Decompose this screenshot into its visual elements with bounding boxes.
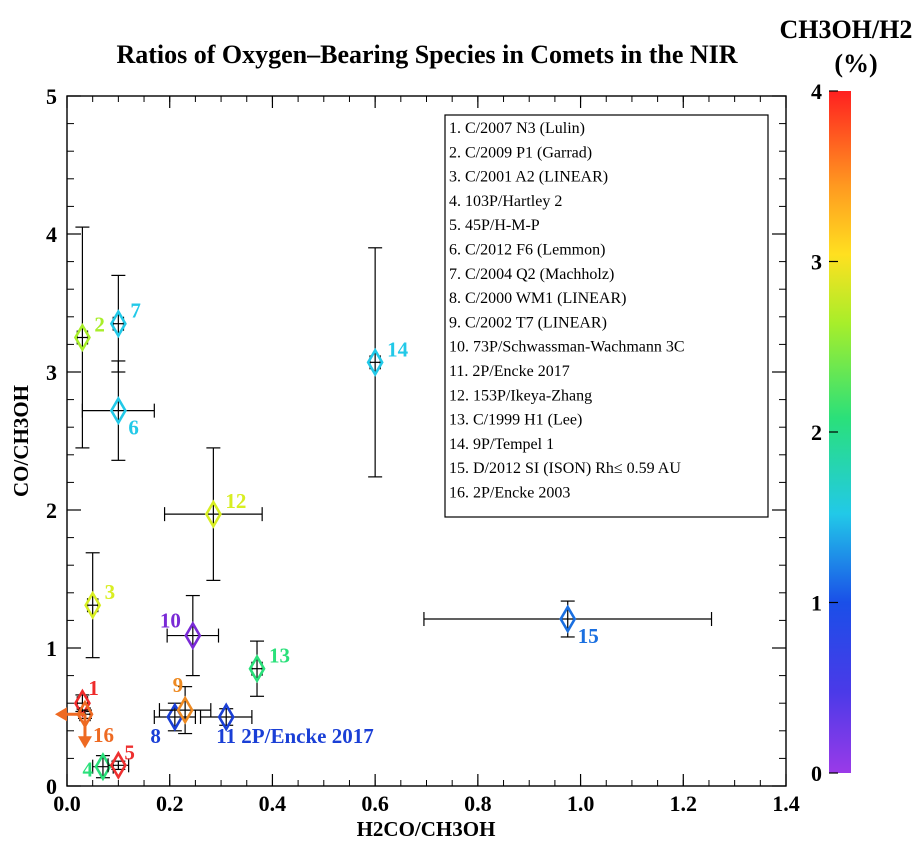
legend-entry: 8. C/2000 WM1 (LINEAR) <box>449 290 626 307</box>
point-label-5: 5 <box>124 740 135 764</box>
data-point-16: 16 <box>54 699 114 749</box>
data-point-11: 11 2P/Encke 2017 <box>199 702 374 748</box>
point-label-12: 12 <box>225 489 246 513</box>
point-label-4: 4 <box>82 758 93 782</box>
data-point-6: 6 <box>81 360 155 461</box>
colorbar-tick-label: 4 <box>811 79 822 104</box>
legend-entry: 4. 103P/Hartley 2 <box>449 193 562 210</box>
data-point-12: 12 <box>163 447 263 581</box>
legend-entry: 13. C/1999 H1 (Lee) <box>449 412 582 429</box>
point-label-10: 10 <box>160 609 181 633</box>
chart-title: Ratios of Oxygen–Bearing Species in Come… <box>116 40 737 69</box>
legend-entry: 1. C/2007 N3 (Lulin) <box>449 120 585 137</box>
x-tick-label: 0.2 <box>156 791 184 816</box>
diamond-marker <box>76 699 94 729</box>
point-label-16: 16 <box>93 723 114 747</box>
x-tick-label: 1.2 <box>670 791 698 816</box>
diamond-marker <box>176 695 194 725</box>
legend-entry: 9. C/2002 T7 (LINEAR) <box>449 314 607 331</box>
legend: 1. C/2007 N3 (Lulin) 2. C/2009 P1 (Garrad… <box>449 120 685 502</box>
data-point-13: 13 <box>248 640 290 697</box>
y-tick-label: 1 <box>46 636 57 661</box>
y-tick-label: 3 <box>46 360 57 385</box>
upper-limit-arrowhead <box>77 736 92 749</box>
point-label-13: 13 <box>269 644 290 668</box>
x-tick-label: 0.8 <box>464 791 492 816</box>
y-tick-label: 2 <box>46 498 57 523</box>
legend-box <box>444 114 769 518</box>
legend-entry: 3. C/2001 A2 (LINEAR) <box>449 169 608 186</box>
point-label-8: 8 <box>150 724 161 748</box>
data-point-9: 9 <box>158 673 212 735</box>
x-tick-label: 0.0 <box>53 791 81 816</box>
colorbar-tick-label: 2 <box>811 420 822 445</box>
diamond-marker <box>366 347 384 377</box>
point-label-11: 11 2P/Encke 2017 <box>216 724 374 748</box>
point-label-6: 6 <box>128 416 139 440</box>
legend-entry: 10. 73P/Schwassman-Wachmann 3C <box>449 339 685 356</box>
point-label-1: 1 <box>88 676 99 700</box>
data-point-7: 7 <box>109 274 141 373</box>
data-point-10: 10 <box>160 594 220 677</box>
legend-entry: 16. 2P/Encke 2003 <box>449 485 570 502</box>
diamond-marker <box>248 654 266 684</box>
colorbar-ticks: 0 1 2 3 4 <box>811 79 838 786</box>
y-axis-label: CO/CH3OH <box>9 385 33 497</box>
point-label-2: 2 <box>94 313 105 337</box>
diamond-marker <box>109 396 127 426</box>
colorbar-tick-label: 3 <box>811 250 822 275</box>
data-point-1: 1 <box>73 676 99 718</box>
point-label-9: 9 <box>173 673 184 697</box>
diamond-marker <box>84 590 102 620</box>
diamond-marker <box>184 620 202 651</box>
point-label-3: 3 <box>105 580 116 604</box>
diamond-marker <box>73 322 91 353</box>
diamond-marker <box>109 750 127 780</box>
x-tick-label: 1.4 <box>772 791 800 816</box>
legend-entry: 6. C/2012 F6 (Lemmon) <box>449 242 605 259</box>
y-tick-label: 4 <box>46 222 57 247</box>
diamond-marker <box>204 499 222 529</box>
x-tick-label: 1.0 <box>567 791 595 816</box>
legend-entry: 14. 9P/Tempel 1 <box>449 436 554 453</box>
colorbar-label-line2: (%) <box>834 49 877 78</box>
legend-entry: 7. C/2004 Q2 (Machholz) <box>449 266 614 283</box>
data-point-3: 3 <box>84 552 116 659</box>
legend-entry: 15. D/2012 SI (ISON) Rh≤ 0.59 AU <box>449 460 681 477</box>
legend-entry: 5. 45P/H-M-P <box>449 217 540 234</box>
legend-entry: 12. 153P/Ikeya-Zhang <box>449 387 592 404</box>
data-point-2: 2 <box>73 226 105 449</box>
data-point-14: 14 <box>366 247 409 478</box>
diamond-marker <box>559 604 577 634</box>
y-tick-label: 0 <box>46 774 57 799</box>
x-tick-label: 0.6 <box>361 791 389 816</box>
colorbar-tick-label: 1 <box>811 591 822 616</box>
point-label-14: 14 <box>387 337 409 361</box>
point-label-7: 7 <box>130 299 141 323</box>
legend-entry: 2. C/2009 P1 (Garrad) <box>449 144 592 161</box>
diamond-marker <box>109 309 127 339</box>
legend-entry: 11. 2P/Encke 2017 <box>449 363 570 380</box>
upper-limit-arrowhead <box>54 707 67 722</box>
y-tick-label: 5 <box>46 84 57 109</box>
point-label-15: 15 <box>578 624 599 648</box>
x-axis-label: H2CO/CH3OH <box>357 817 496 841</box>
colorbar-tick-label: 0 <box>811 761 822 786</box>
x-tick-label: 0.4 <box>259 791 287 816</box>
data-point-5: 5 <box>107 740 135 780</box>
colorbar-label-line1: CH3OH/H2O <box>779 15 912 44</box>
data-point-15: 15 <box>423 600 713 648</box>
diamond-marker <box>217 702 235 732</box>
